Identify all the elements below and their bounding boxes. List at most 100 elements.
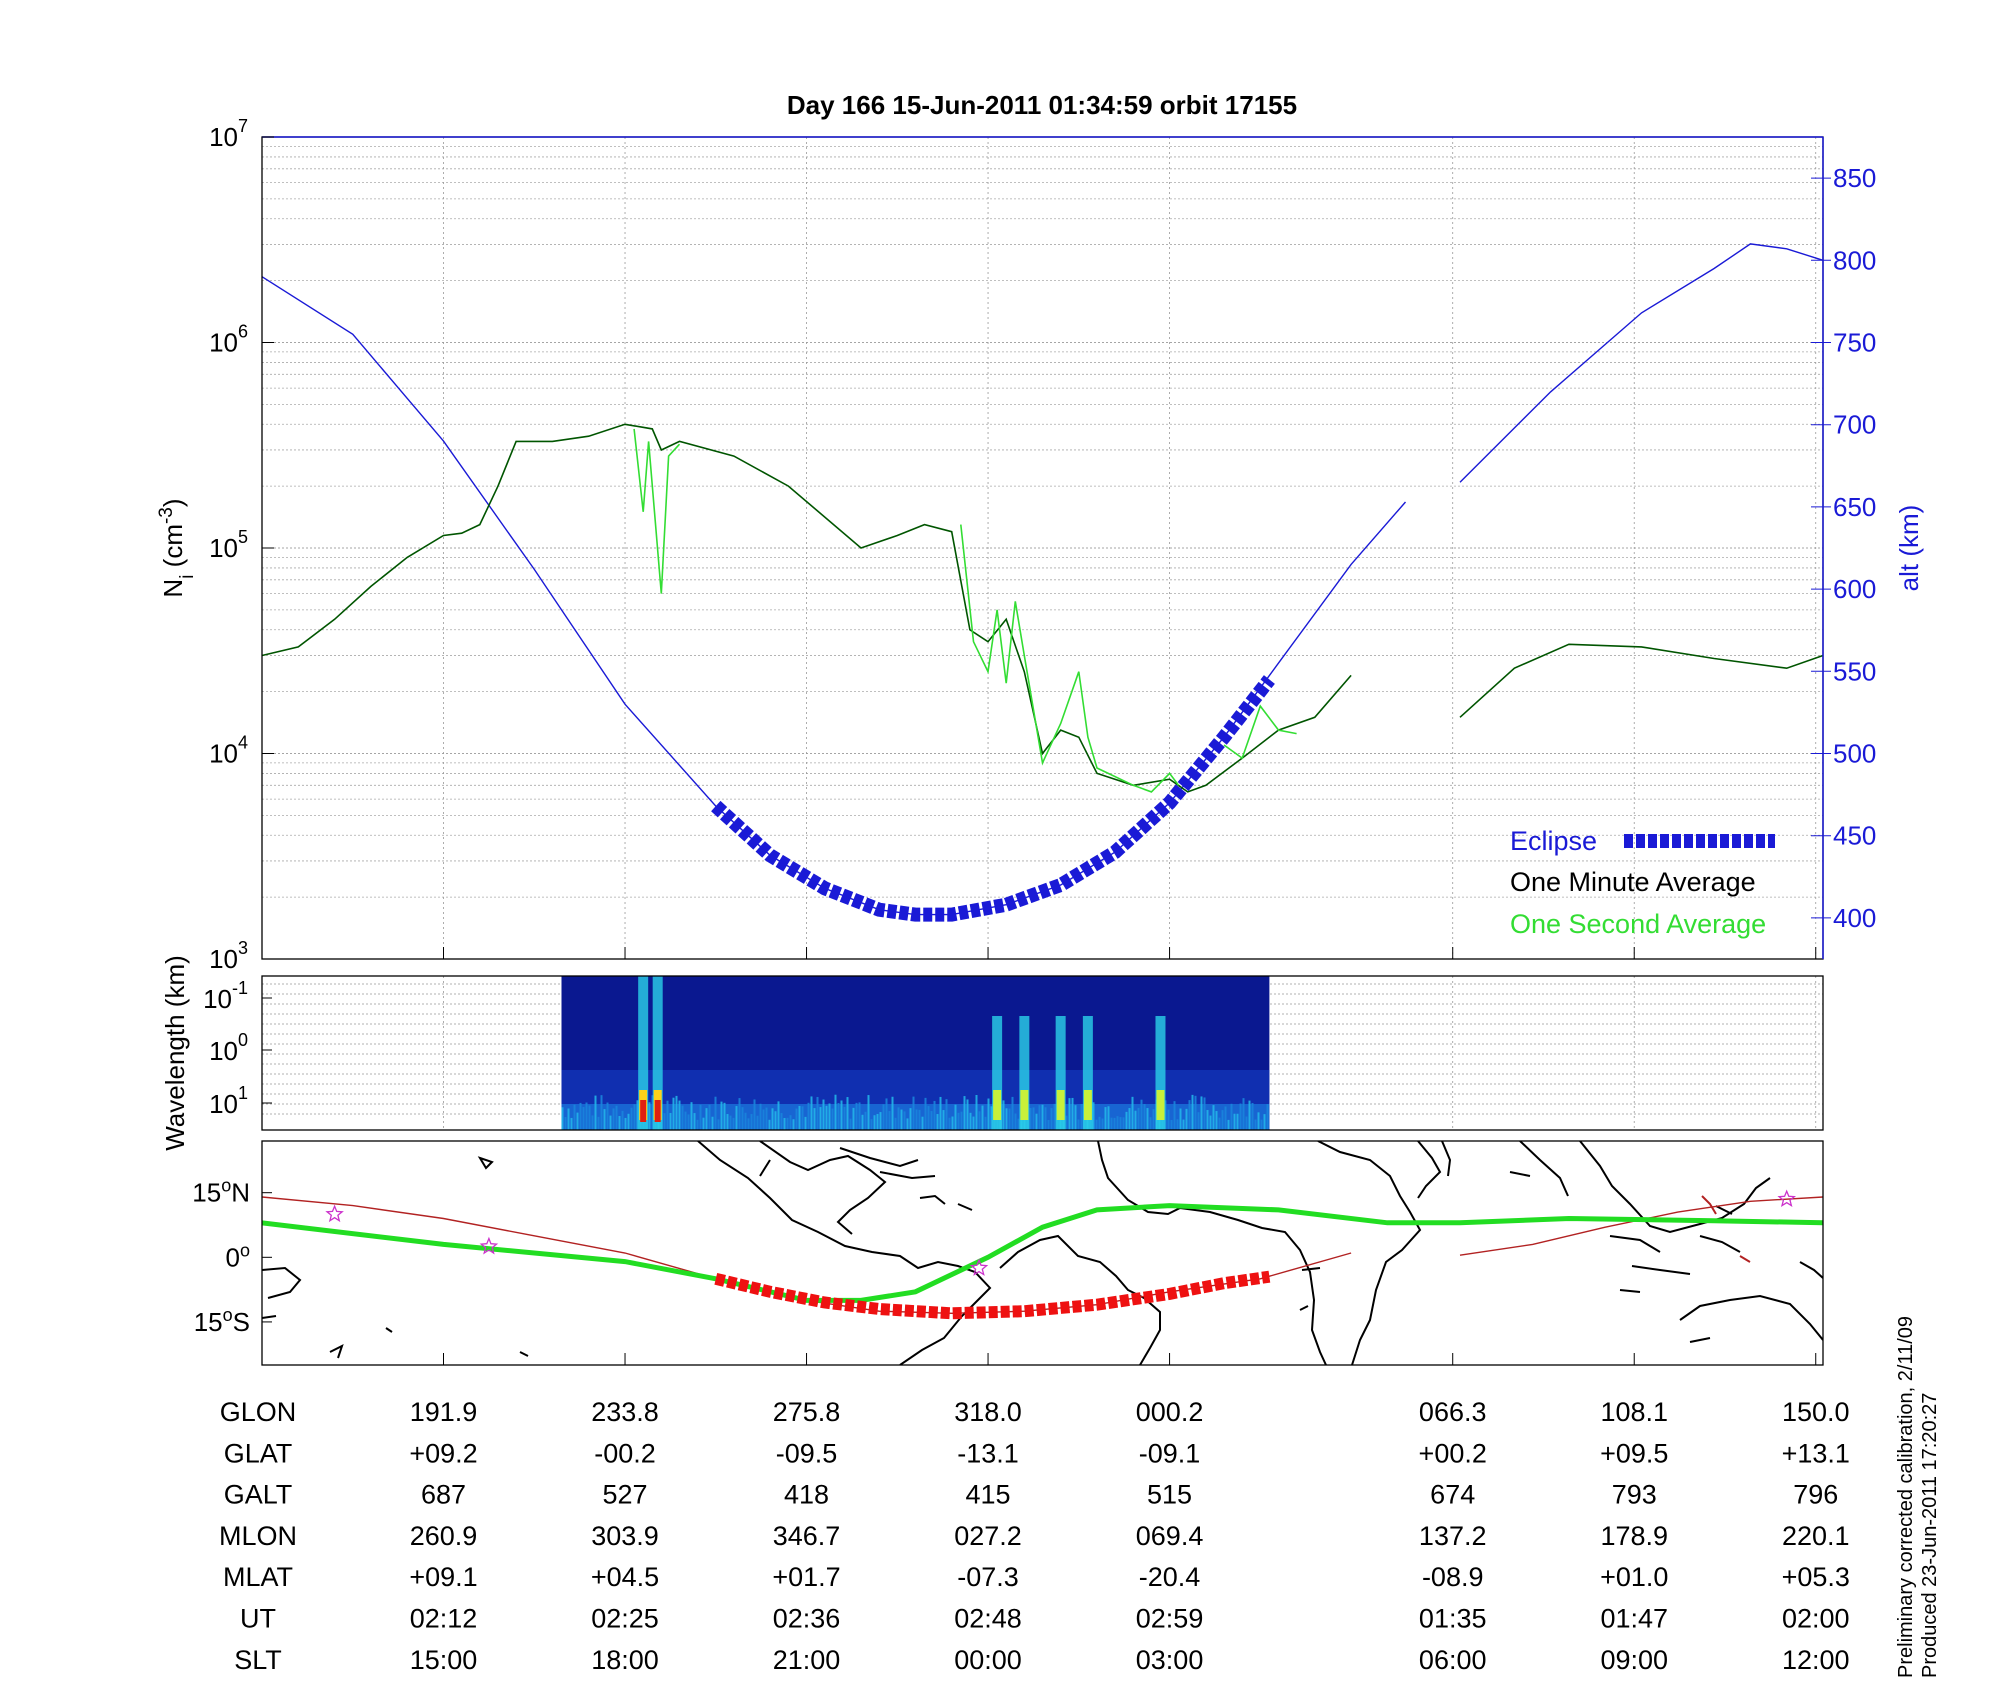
spectrogram-column <box>1047 1119 1050 1130</box>
spectrogram-column <box>1125 1111 1128 1130</box>
series-ni_second <box>960 524 1180 793</box>
table-cell: 303.9 <box>591 1521 659 1551</box>
star-marker <box>1777 1189 1796 1208</box>
spectrogram-column <box>894 1117 897 1130</box>
spectrogram-column <box>777 1101 780 1130</box>
spectrogram-column <box>960 1111 963 1130</box>
table-cell: -13.1 <box>957 1438 1019 1468</box>
spectrogram-column <box>1224 1106 1227 1130</box>
spectrogram-column <box>1170 1119 1173 1130</box>
table-cell: 674 <box>1430 1480 1475 1510</box>
spectrogram-column <box>627 1113 630 1130</box>
table-cell: 01:47 <box>1600 1604 1668 1634</box>
map-tracks <box>262 1189 1823 1320</box>
density-y-tick-label: 105 <box>209 527 248 563</box>
spectrogram-column <box>579 1102 582 1130</box>
legend-minute-label: One Minute Average <box>1510 867 1756 897</box>
spectrogram-column <box>564 1116 567 1130</box>
density-y-tick-label: 107 <box>209 116 248 152</box>
altitude-y-label: alt (km) <box>1894 505 1924 592</box>
density-y-tick-label: 103 <box>209 938 248 974</box>
spectrogram-column <box>918 1109 921 1130</box>
spectrogram-column <box>966 1099 969 1130</box>
spectrogram-column <box>702 1117 705 1130</box>
spectrogram-column <box>1104 1107 1107 1130</box>
spectrogram-column <box>1191 1094 1194 1130</box>
spectrogram-column <box>1233 1113 1236 1130</box>
spectrogram-column <box>1197 1112 1200 1130</box>
spectrogram-column <box>1122 1117 1125 1130</box>
spectrogram-column <box>1032 1107 1035 1130</box>
table-cell: 066.3 <box>1419 1397 1487 1427</box>
spectrogram-column <box>1137 1107 1140 1130</box>
spectrogram-column <box>828 1103 831 1130</box>
star-marker <box>325 1204 344 1223</box>
coastline-caribbean <box>839 1147 973 1211</box>
table-row-label: GLAT <box>224 1438 293 1468</box>
spectrogram-column <box>588 1105 591 1130</box>
coastline-australia <box>1679 1261 1823 1343</box>
spectrogram-column <box>798 1105 801 1130</box>
spectrogram-column <box>597 1116 600 1130</box>
side-note-line1: Preliminary corrected calibration, 2/11/… <box>1895 1316 1917 1678</box>
spectrogram-column <box>567 1108 570 1130</box>
spectrogram-column <box>813 1108 816 1130</box>
ephemeris-table: GLON GLAT GALT MLON MLAT UT SLT 191.9 +09.2 687 26… <box>219 1397 1850 1675</box>
altitude-y-tick-label: 650 <box>1833 492 1876 522</box>
spectrogram-column <box>681 1105 684 1130</box>
spectrogram-column <box>1053 1103 1056 1130</box>
star-marker <box>479 1236 499 1255</box>
density-panel: 103 104 105 106 107 400 450 500 550 600 650 700 750… <box>156 116 1925 974</box>
spectrogram-column <box>972 1116 975 1130</box>
spectrogram-column <box>699 1104 702 1130</box>
spectrogram-column <box>1149 1117 1152 1130</box>
spectrogram-column <box>687 1114 690 1130</box>
spectrogram-column <box>927 1106 930 1130</box>
spectrogram-column <box>936 1114 939 1130</box>
spectrogram-band-core <box>993 1090 1002 1120</box>
spectrogram-column <box>822 1099 825 1130</box>
spectrogram-column <box>849 1118 852 1130</box>
spectrogram-column <box>1164 1100 1167 1130</box>
table-cell: 18:00 <box>591 1645 659 1675</box>
altitude-y-tick-label: 850 <box>1833 163 1876 193</box>
spectrogram-column <box>1131 1096 1134 1130</box>
table-cell: 515 <box>1147 1480 1192 1510</box>
spectrogram-column <box>1218 1117 1221 1130</box>
spectrogram-band-core <box>1156 1090 1165 1120</box>
spectrogram-column <box>726 1114 729 1130</box>
spectrogram-column <box>1206 1110 1209 1130</box>
spectrogram-column <box>1128 1108 1131 1130</box>
spectrogram-column <box>1239 1103 1242 1130</box>
spectrogram-column <box>954 1104 957 1130</box>
table-cell: 260.9 <box>410 1521 478 1551</box>
table-cell: 000.2 <box>1136 1397 1204 1427</box>
spectrogram-column <box>795 1108 798 1130</box>
spectrogram-y-tick-label: 100 <box>209 1030 248 1066</box>
spectrogram-column <box>1179 1108 1182 1130</box>
spectrogram-column <box>831 1108 834 1130</box>
spectrogram-column <box>957 1112 960 1130</box>
spectrogram-band-core <box>1056 1090 1065 1120</box>
spectrogram-column <box>684 1111 687 1130</box>
spectrogram-column <box>1074 1105 1077 1130</box>
spectrogram-column <box>921 1116 924 1130</box>
table-cell: +04.5 <box>591 1562 659 1592</box>
spectrogram-column <box>774 1111 777 1130</box>
table-cell: 02:00 <box>1782 1604 1850 1634</box>
spectrogram-column <box>1251 1102 1254 1130</box>
spectrogram-band <box>652 976 663 1130</box>
spectrogram-panel: 10-1 100 101 Wavelength (km) <box>160 955 1824 1151</box>
spectrogram-column <box>720 1101 723 1130</box>
spectrogram-column <box>885 1098 888 1130</box>
table-row-label: UT <box>240 1604 276 1634</box>
spectrogram-band <box>992 1016 1003 1130</box>
spectrogram-column <box>663 1113 666 1130</box>
side-note-line2: Produced 23-Jun-2011 17:20:27 <box>1919 1393 1941 1678</box>
spectrogram-column <box>1110 1117 1113 1130</box>
altitude-y-tick-label: 800 <box>1833 245 1876 275</box>
map-y-ticks: 15oN 0o 15oS <box>192 1176 272 1337</box>
table-cell: 06:00 <box>1419 1645 1487 1675</box>
spectrogram-column <box>900 1109 903 1130</box>
